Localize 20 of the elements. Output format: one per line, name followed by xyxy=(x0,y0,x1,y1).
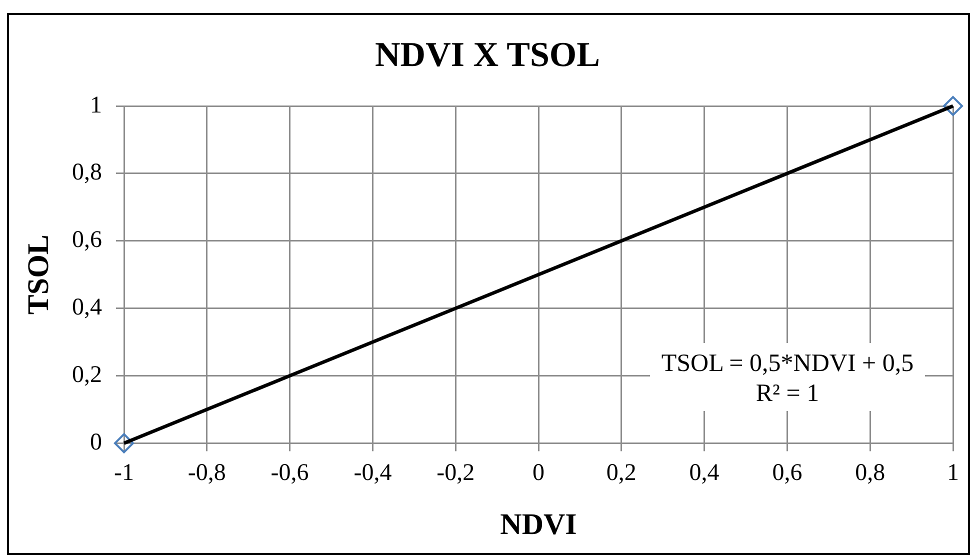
chart-title: NDVI X TSOL xyxy=(375,35,600,74)
y-axis-title: TSOL xyxy=(22,234,55,315)
x-tick-label: 0,6 xyxy=(772,460,802,486)
y-tick-label: 0,8 xyxy=(72,160,102,186)
x-tick-label: 0,2 xyxy=(606,460,636,486)
y-tick-label: 0 xyxy=(90,429,102,456)
x-tick-label: -0,2 xyxy=(436,460,475,486)
y-tick-label: 0,4 xyxy=(72,294,102,321)
y-tick-label: 0,6 xyxy=(72,227,102,254)
x-tick-label: -0,6 xyxy=(270,460,309,486)
x-tick-label: 0,4 xyxy=(689,460,720,486)
x-tick-label: -0,4 xyxy=(354,460,392,486)
y-tick-label: 1 xyxy=(90,92,102,118)
x-tick-label: 0 xyxy=(532,460,544,486)
x-tick-label: 0,8 xyxy=(855,460,886,486)
y-tick-label: 0,2 xyxy=(72,362,102,388)
x-tick-label: -1 xyxy=(114,460,134,486)
x-tick-label: 1 xyxy=(947,460,959,486)
x-tick-label: -0,8 xyxy=(188,460,226,486)
x-axis-title: NDVI xyxy=(500,508,577,541)
